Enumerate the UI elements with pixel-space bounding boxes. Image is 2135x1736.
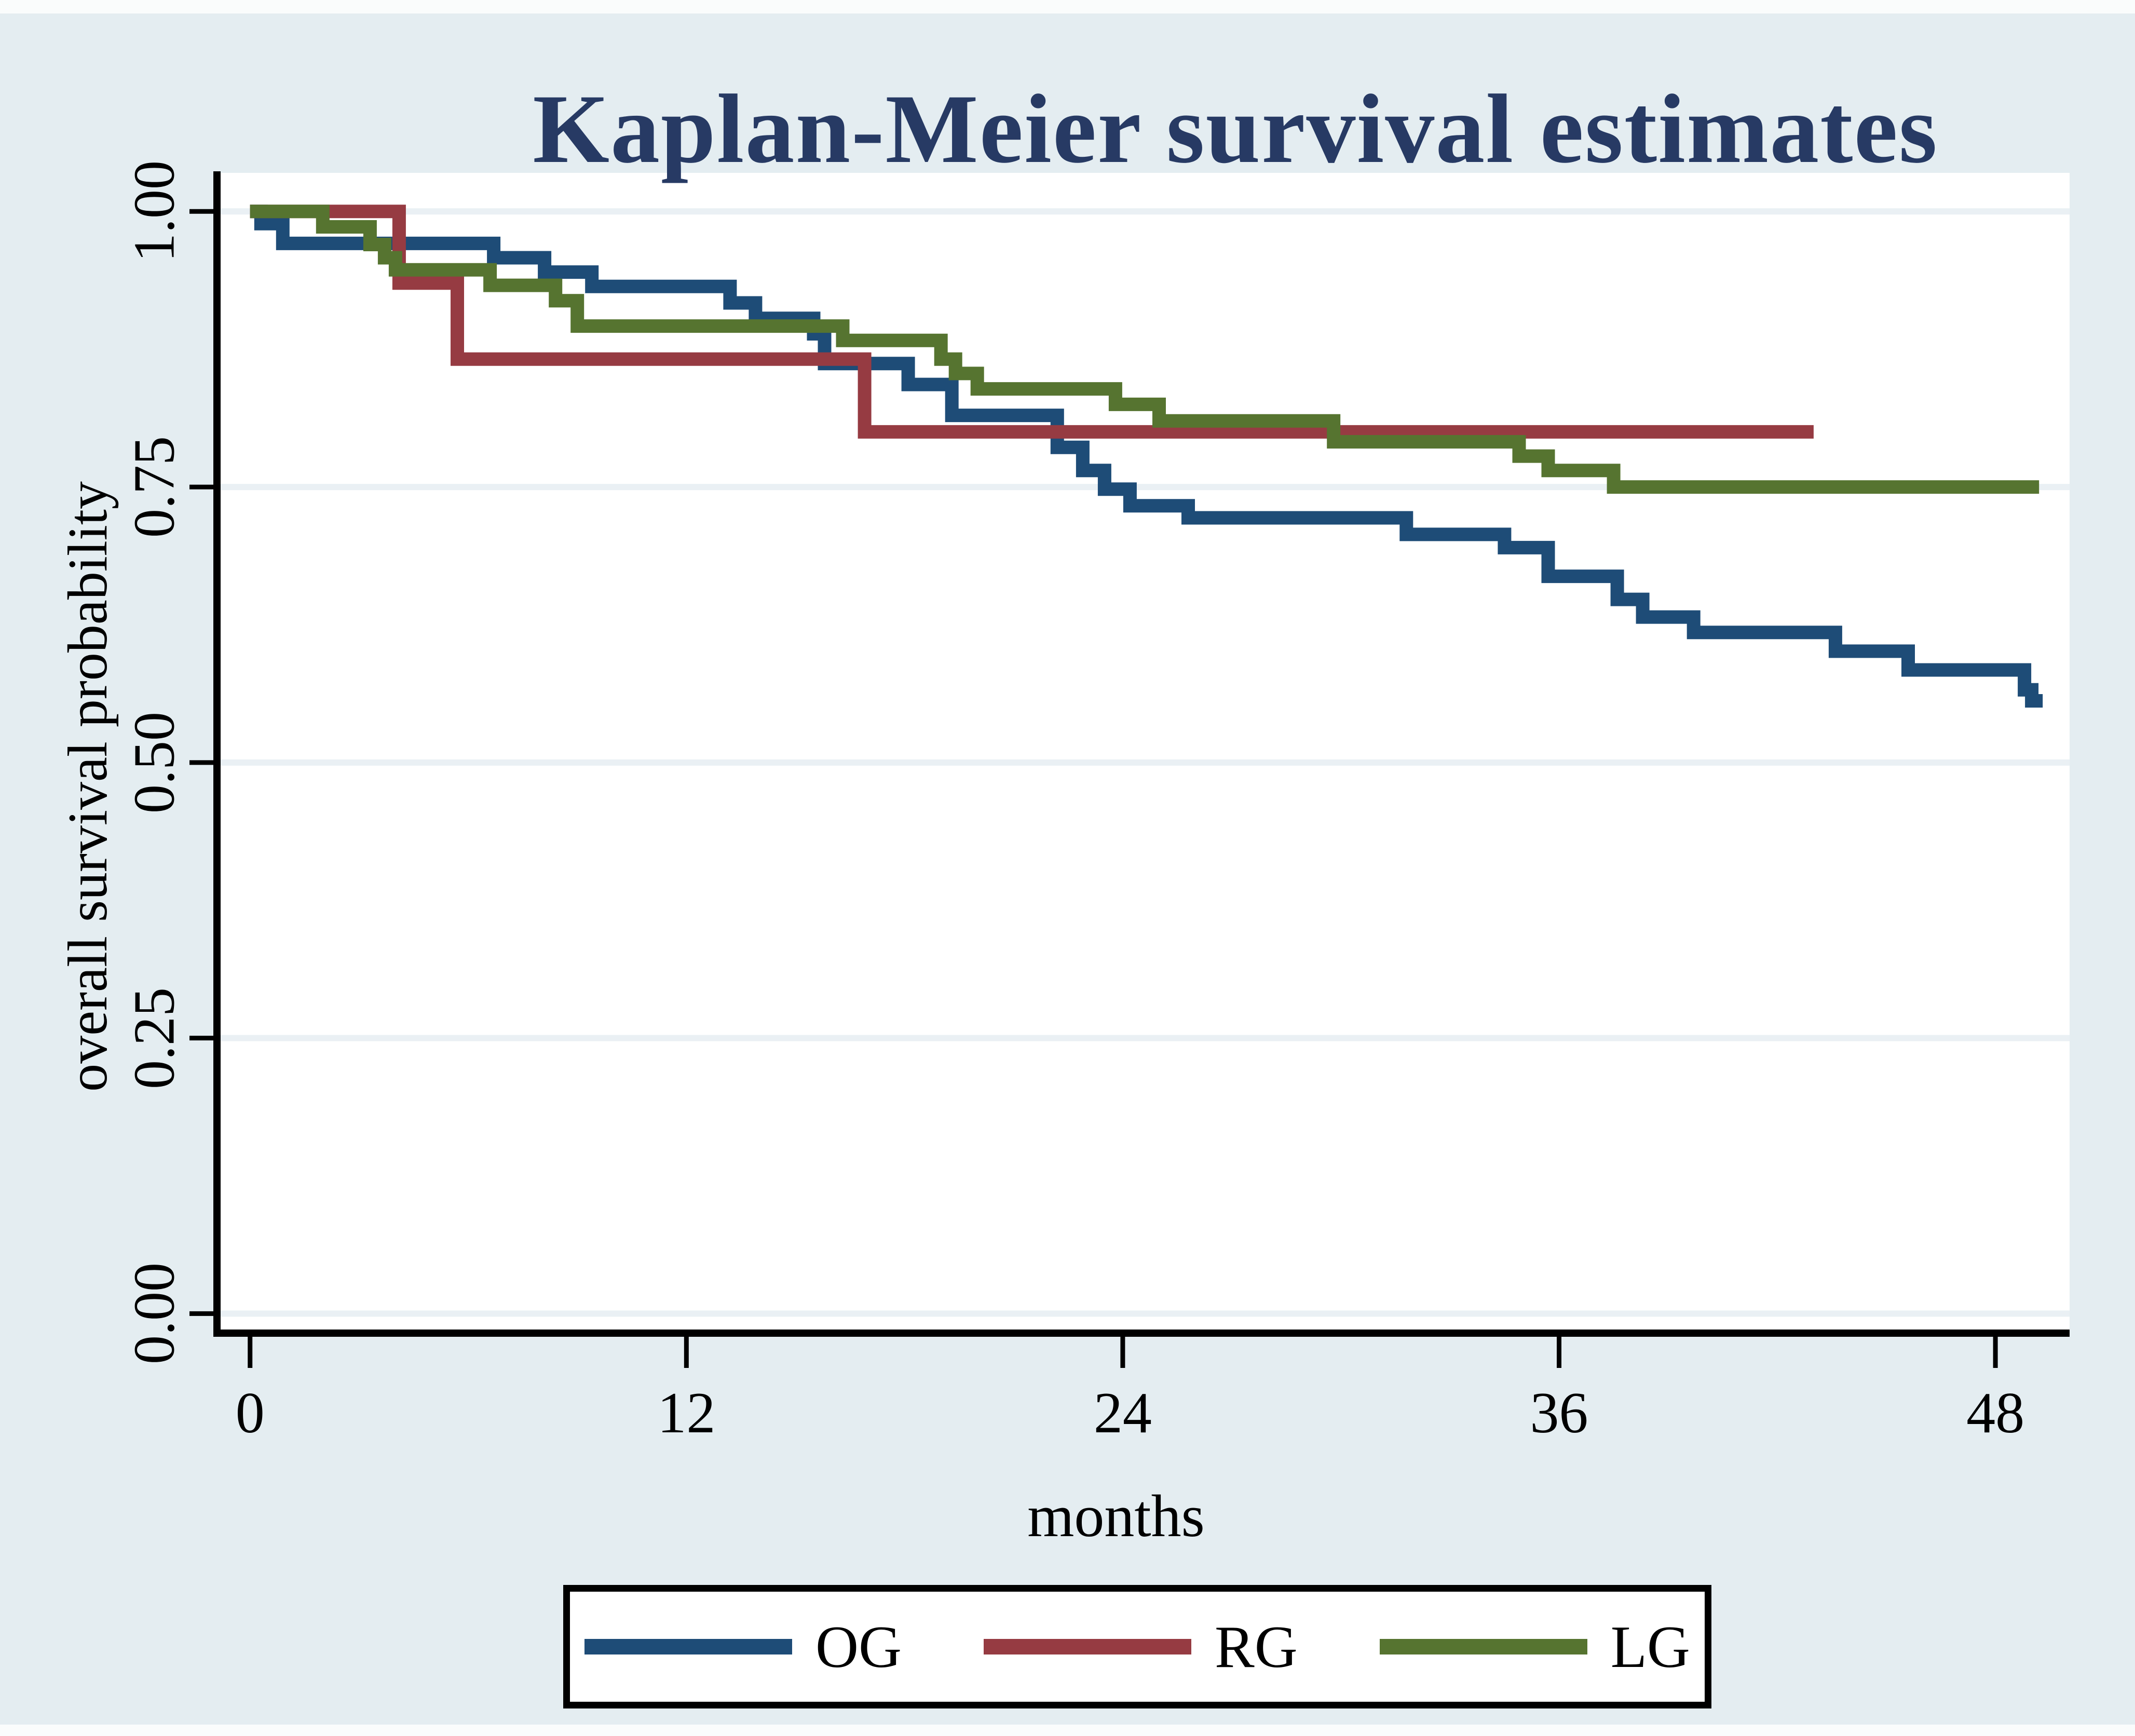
x-tick-label: 36	[1530, 1381, 1588, 1445]
legend-entry-og: OG	[584, 1617, 902, 1677]
y-axis-title: overall survival probability	[57, 481, 119, 1092]
legend-line-rg	[984, 1639, 1192, 1654]
curve-rg	[250, 205, 1814, 439]
plot-area	[221, 173, 2070, 1337]
legend-label-lg: LG	[1610, 1613, 1690, 1680]
legend-line-og	[584, 1639, 792, 1654]
x-tick-label: 0	[235, 1381, 265, 1445]
x-tick-label: 12	[657, 1381, 716, 1445]
survival-curves	[250, 205, 2043, 708]
y-tick-label: 0.50	[122, 711, 187, 813]
legend-label-og: OG	[815, 1613, 902, 1680]
figure-margin-bottom	[0, 1725, 2135, 1736]
curve-lg	[250, 205, 2039, 494]
legend-box: OG RG LG	[563, 1585, 1711, 1708]
legend-line-lg	[1379, 1639, 1587, 1654]
y-tick-label: 1.00	[122, 160, 187, 263]
chart-title: Kaplan-Meier survival estimates	[533, 75, 1938, 184]
y-tick-label: 0.00	[122, 1263, 187, 1365]
legend-label-rg: RG	[1215, 1613, 1298, 1680]
axes	[213, 171, 2070, 1337]
y-tick-label: 0.25	[122, 987, 187, 1089]
legend-entry-rg: RG	[984, 1617, 1298, 1677]
x-tick-label: 24	[1093, 1381, 1152, 1445]
legend-entry-lg: LG	[1379, 1613, 1690, 1680]
x-axis-title: months	[1027, 1483, 1205, 1550]
figure-margin-top	[0, 0, 2135, 13]
x-tick-label: 48	[1966, 1381, 2025, 1445]
y-tick-label: 0.75	[122, 436, 187, 538]
curve-og	[250, 205, 2043, 708]
tick-marks	[189, 209, 1998, 1368]
